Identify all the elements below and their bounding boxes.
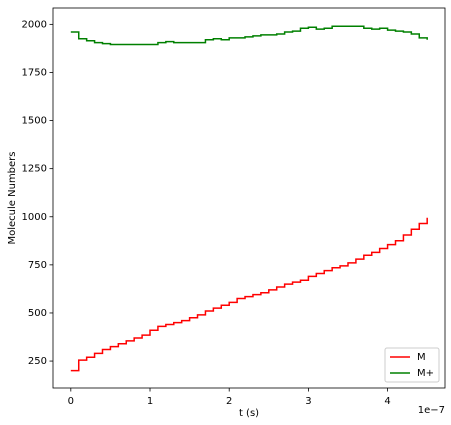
x-tick-label: 4 — [384, 396, 390, 407]
x-tick-label: 2 — [226, 396, 232, 407]
y-tick-label: 1500 — [22, 116, 47, 127]
plot-frame — [52, 7, 446, 389]
legend-label: M — [417, 352, 426, 363]
y-tick-label: 250 — [28, 356, 47, 367]
series-line — [70, 25, 428, 46]
series-line — [70, 217, 428, 372]
y-tick-label: 1000 — [22, 212, 47, 223]
x-axis-label: t (s) — [239, 408, 259, 419]
y-tick-label: 750 — [28, 260, 47, 271]
x-offset-label: 1e−7 — [418, 405, 445, 416]
x-tick-label: 1 — [147, 396, 153, 407]
y-tick-label: 500 — [28, 308, 47, 319]
y-tick-label: 1250 — [22, 164, 47, 175]
y-tick-label: 1750 — [22, 67, 47, 78]
y-tick-label: 2000 — [22, 19, 47, 30]
y-axis-label: Molecule Numbers — [7, 151, 18, 244]
legend-label: M+ — [417, 368, 434, 379]
x-tick-label: 3 — [305, 396, 311, 407]
x-tick-label: 0 — [68, 396, 74, 407]
